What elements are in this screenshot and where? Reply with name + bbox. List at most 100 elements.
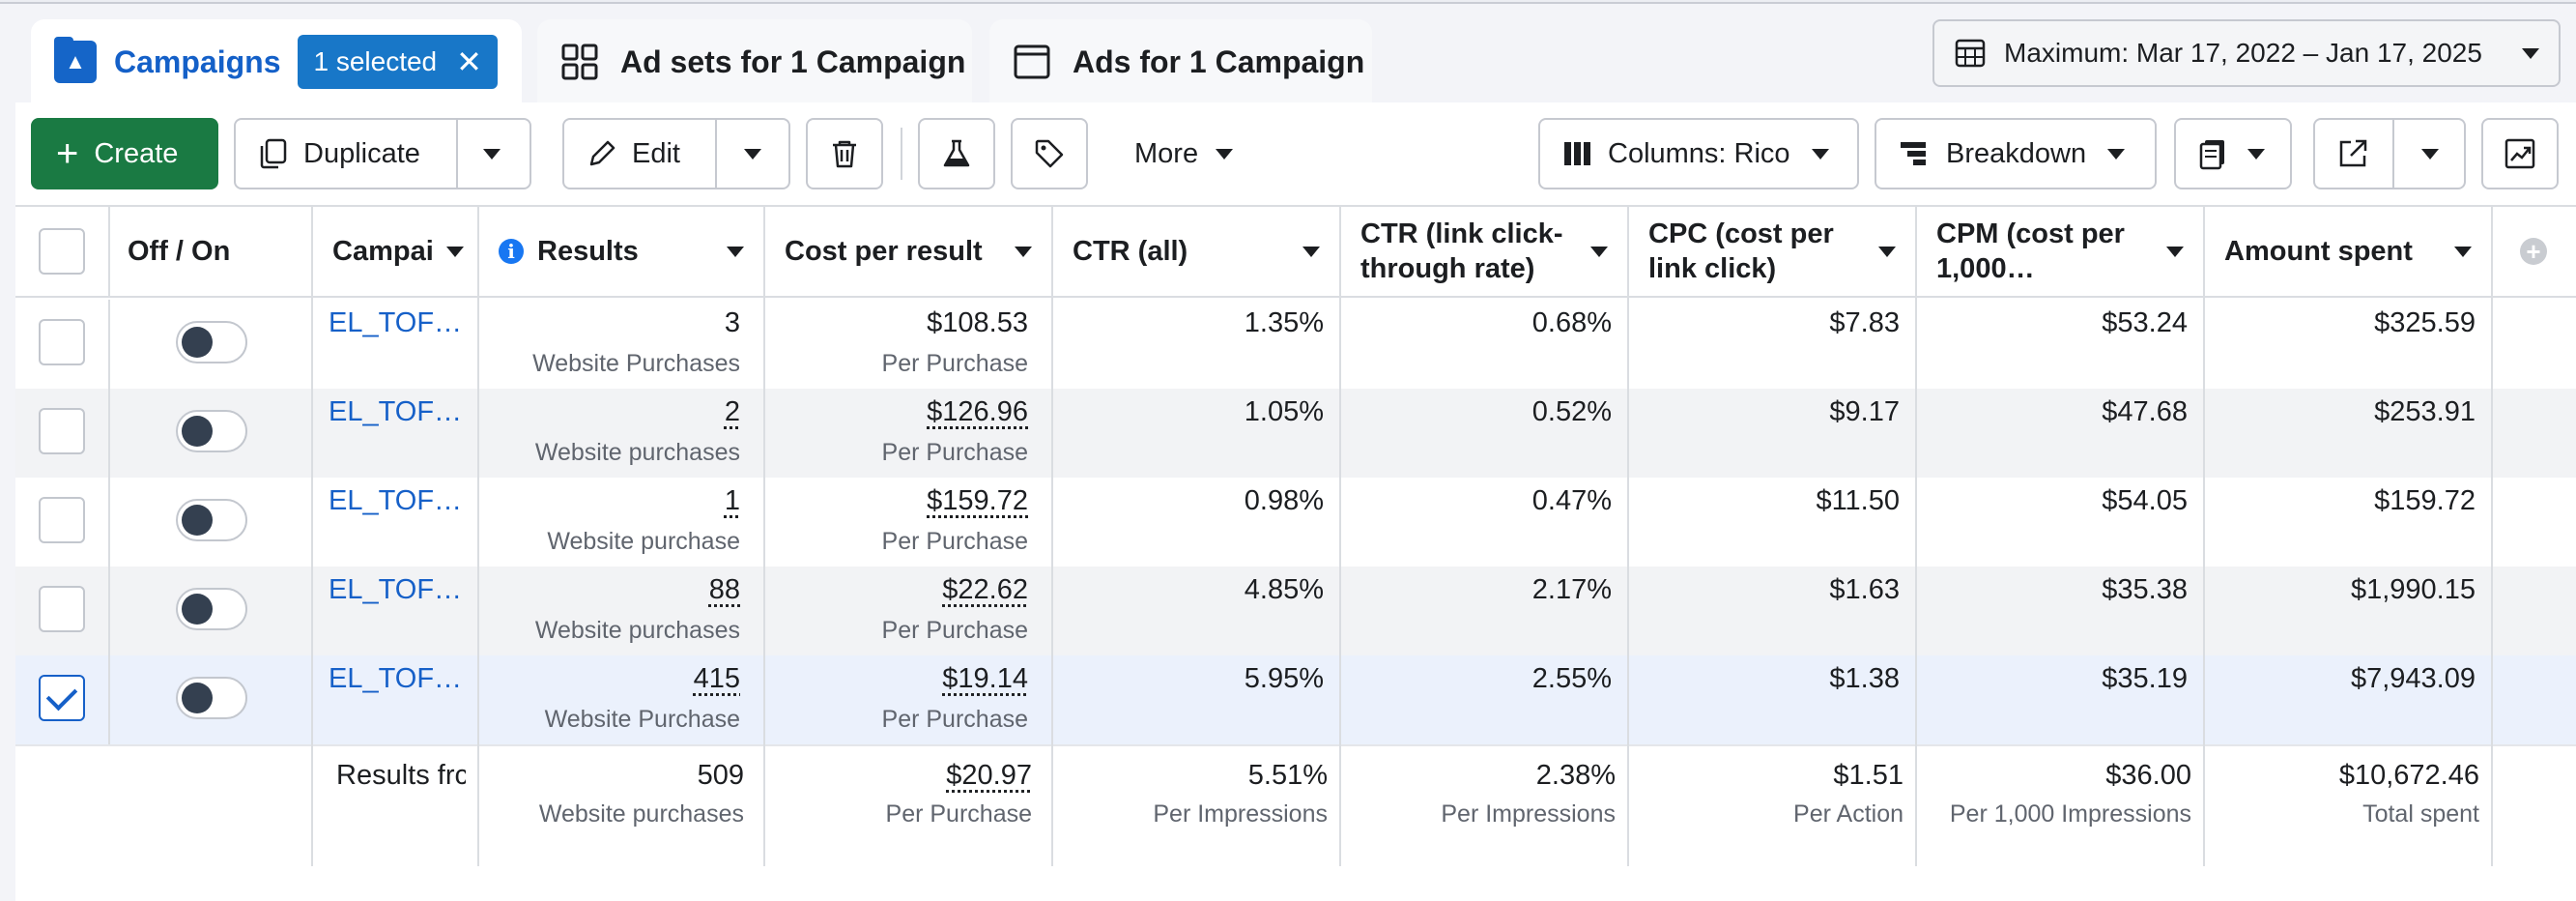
breakdown-button[interactable]: Breakdown [1875,118,2157,189]
row-checkbox-checked[interactable] [39,675,85,721]
tab-ads-label: Ads for 1 Campaign [1073,44,1365,79]
ctr-all-value: 4.85% [1244,574,1324,605]
row-checkbox[interactable] [39,319,85,365]
header-results[interactable]: i Results [479,205,763,298]
ctr-link-value: 0.47% [1531,485,1612,516]
campaign-name-link[interactable]: EL_TOF… [329,663,463,694]
sort-icon [1015,246,1032,257]
row-checkbox[interactable] [39,408,85,454]
campaign-name-link[interactable]: EL_TOF… [329,396,463,427]
total-amount-spent-value: $10,672.46 [2338,760,2479,791]
ctr-all-value: 0.98% [1244,485,1324,516]
campaign-toggle[interactable] [176,410,247,452]
results-type: Website Purchases [532,350,740,377]
header-amount-spent[interactable]: Amount spent [2205,205,2491,298]
header-cost-per-result-label: Cost per result [785,236,983,267]
pencil-icon [589,140,615,166]
chart-button[interactable] [2481,118,2559,189]
results-type: Website purchase [547,528,740,555]
duplicate-button[interactable]: Duplicate [234,118,531,189]
clear-selection-icon[interactable]: ✕ [456,44,482,79]
campaign-name-link[interactable]: EL_TOF… [329,574,463,605]
add-column-icon[interactable]: + [2520,238,2547,265]
header-campaign-label: Campai [332,236,434,267]
total-cost-per-result-type: Per Purchase [885,800,1032,828]
cost-per-result-type: Per Purchase [881,706,1028,733]
campaign-name-link[interactable]: EL_TOF… [329,307,463,338]
campaign-toggle[interactable] [176,588,247,630]
row-checkbox[interactable] [39,497,85,543]
export-dropdown-icon[interactable] [2421,149,2439,160]
total-results-value: 509 [697,760,744,791]
results-value[interactable]: 88 [708,574,740,605]
tab-campaigns[interactable]: Campaigns 1 selected ✕ [31,19,522,104]
total-ctr-all-type: Per Impressions [1153,800,1328,828]
campaign-toggle[interactable] [176,677,247,719]
column-divider [1339,205,1341,866]
selected-pill[interactable]: 1 selected ✕ [298,35,498,89]
date-range-picker[interactable]: Maximum: Mar 17, 2022 – Jan 17, 2025 [1932,19,2561,87]
column-divider [763,205,765,866]
sort-icon [446,246,464,257]
cpc-value: $1.38 [1829,663,1900,694]
reports-button[interactable] [2174,118,2292,189]
table-row[interactable] [15,389,2576,478]
header-ctr-all[interactable]: CTR (all) [1053,205,1339,298]
create-button[interactable]: + Create [31,118,218,189]
tag-button[interactable] [1011,118,1088,189]
header-cpm-label: CPM (cost per 1,000… [1936,218,2125,284]
cost-per-result-value[interactable]: $19.14 [942,663,1028,694]
select-all-checkbox[interactable] [39,228,85,275]
sort-icon [2454,246,2472,257]
cpc-value: $1.63 [1829,574,1900,605]
delete-button[interactable] [806,118,883,189]
total-ctr-link-type: Per Impressions [1441,800,1616,828]
header-campaign[interactable]: Campai [313,205,477,298]
tab-ad-sets[interactable]: Ad sets for 1 Campaign [537,19,972,104]
row-checkbox[interactable] [39,586,85,632]
campaign-toggle[interactable] [176,499,247,541]
breakdown-icon [1901,142,1926,165]
export-button[interactable] [2313,118,2466,189]
info-icon[interactable]: i [499,239,524,264]
header-results-label: Results [537,236,639,267]
tab-ads[interactable]: Ads for 1 Campaign [989,19,1372,104]
total-ctr-all-value: 5.51% [1247,760,1328,791]
button-divider [715,120,717,188]
header-cpc[interactable]: CPC (cost per link click) [1629,205,1915,298]
total-cost-per-result-value[interactable]: $20.97 [946,760,1032,791]
edit-dropdown-icon[interactable] [744,149,761,160]
results-value[interactable]: 2 [724,396,740,427]
duplicate-dropdown-icon[interactable] [483,149,501,160]
header-ctr-link[interactable]: CTR (link click-through rate) [1341,205,1627,298]
column-divider [2491,205,2493,866]
chevron-down-icon [2522,47,2539,59]
columns-button[interactable]: Columns: Rico [1538,118,1859,189]
more-button-label: More [1134,137,1199,169]
campaign-toggle[interactable] [176,321,247,363]
export-icon [2339,139,2367,167]
edit-button[interactable]: Edit [562,118,790,189]
results-value: 3 [724,307,740,338]
header-cpm[interactable]: CPM (cost per 1,000… [1917,205,2203,298]
cost-per-result-value[interactable]: $126.96 [927,396,1028,427]
table-row[interactable] [15,567,2576,655]
table-row-selected[interactable] [15,655,2576,744]
column-divider [477,205,479,866]
header-cpc-label: CPC (cost per link click) [1648,218,1834,284]
tab-ad-sets-label: Ad sets for 1 Campaign [620,44,966,79]
more-button[interactable]: More [1107,118,1252,189]
header-ctr-link-label: CTR (link click-through rate) [1360,218,1563,284]
cost-per-result-value[interactable]: $159.72 [927,485,1028,516]
campaign-name-link[interactable]: EL_TOF… [329,485,463,516]
calendar-icon [1955,39,1986,68]
cost-per-result-value[interactable]: $22.62 [942,574,1028,605]
duplicate-icon [260,138,287,169]
column-divider [2203,205,2205,866]
amount-spent-value: $253.91 [2374,396,2476,427]
reports-icon [2199,140,2224,170]
header-cost-per-result[interactable]: Cost per result [765,205,1051,298]
ab-test-button[interactable] [918,118,995,189]
results-value[interactable]: 415 [693,663,740,694]
results-value[interactable]: 1 [724,485,740,516]
